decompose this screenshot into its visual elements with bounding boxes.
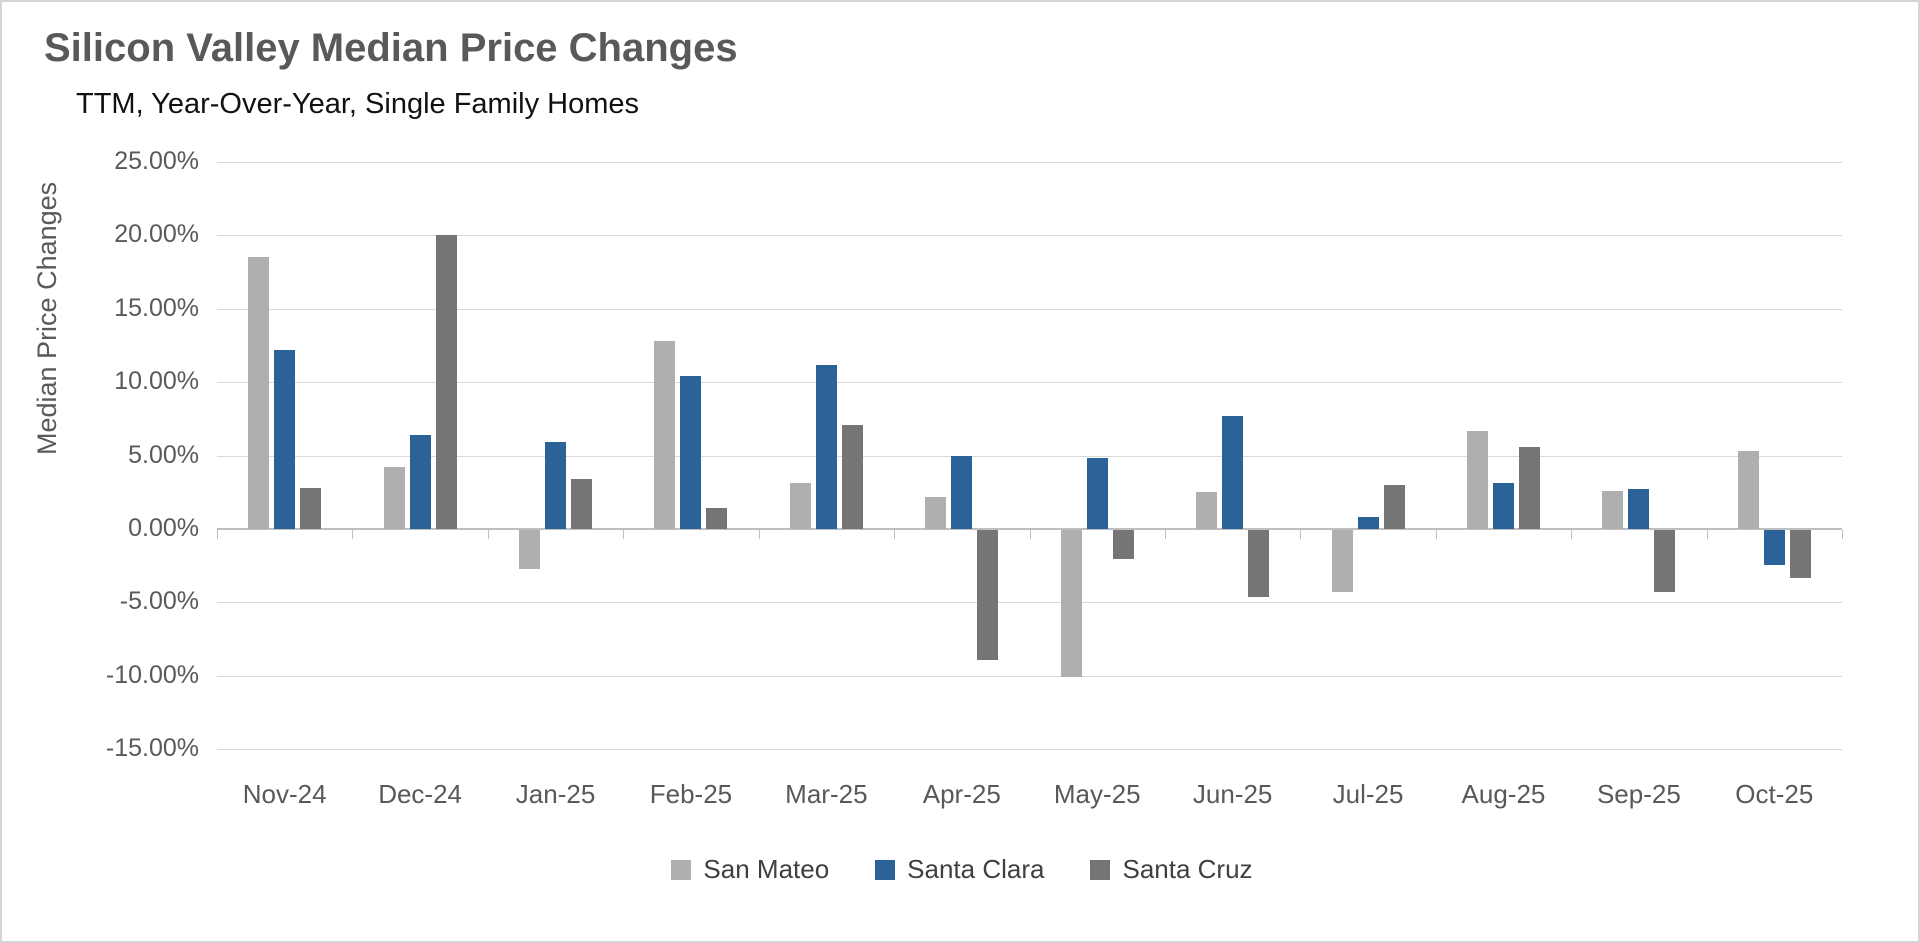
bar-santa-clara-may-25 (1086, 458, 1108, 529)
bar-santa-cruz-mar-25 (841, 424, 863, 529)
y-tick-label: 10.00% (114, 367, 199, 396)
bar-san-mateo-jan-25 (519, 529, 541, 570)
bar-santa-cruz-jan-25 (571, 478, 593, 529)
legend-swatch (1090, 859, 1111, 880)
bar-san-mateo-nov-24 (248, 257, 270, 529)
x-tick-label: Feb-25 (649, 779, 733, 809)
y-tick-label: 15.00% (114, 293, 199, 322)
bar-santa-clara-jun-25 (1222, 415, 1244, 529)
x-tick-label: Jan-25 (515, 779, 596, 809)
gridline (217, 675, 1842, 677)
bar-santa-clara-jan-25 (545, 442, 567, 529)
y-tick-label: -15.00% (105, 734, 199, 762)
gridline (217, 455, 1842, 457)
legend-swatch (671, 859, 692, 880)
bar-san-mateo-may-25 (1060, 529, 1082, 677)
legend: San Mateo Santa Clara Santa Cruz (2, 854, 1918, 885)
y-tick-label: 25.00% (114, 147, 199, 175)
bar-santa-clara-dec-24 (409, 434, 431, 529)
axis-tick (1164, 529, 1166, 539)
legend-label: San Mateo (703, 854, 830, 884)
bar-san-mateo-mar-25 (789, 483, 811, 529)
y-tick-label: 20.00% (114, 220, 199, 249)
y-tick-label: 0.00% (128, 513, 199, 542)
legend-item-santa-cruz: Santa Cruz (1090, 854, 1253, 885)
bar-san-mateo-jul-25 (1331, 529, 1353, 592)
x-tick-label: Jun-25 (1192, 779, 1273, 809)
gridline (217, 235, 1842, 237)
x-axis-line (217, 527, 1842, 530)
y-tick-label: -5.00% (119, 587, 199, 616)
x-tick-label: Apr-25 (922, 779, 1001, 809)
legend-item-santa-clara: Santa Clara (875, 854, 1044, 885)
y-tick-label: 5.00% (128, 440, 199, 469)
x-tick-label: Sep-25 (1596, 779, 1681, 809)
bar-san-mateo-sep-25 (1602, 490, 1624, 529)
chart-title: Silicon Valley Median Price Changes (44, 26, 738, 70)
bar-santa-clara-sep-25 (1628, 489, 1650, 529)
axis-tick (1435, 529, 1437, 539)
y-tick-label: -10.00% (105, 660, 199, 689)
legend-swatch (875, 859, 896, 880)
bar-san-mateo-oct-25 (1737, 451, 1759, 529)
x-tick-label: Aug-25 (1461, 779, 1546, 809)
bar-santa-clara-feb-25 (680, 376, 702, 529)
axis-tick (1706, 529, 1708, 539)
x-tick-label: Oct-25 (1735, 779, 1814, 809)
axis-tick (1300, 529, 1302, 539)
bar-santa-cruz-aug-25 (1518, 446, 1540, 529)
bar-santa-cruz-nov-24 (300, 487, 322, 529)
plot-area: 25.00% 20.00% 15.00% 10.00% 5.00% 0.00% -5.00%… (106, 147, 1843, 809)
bar-santa-clara-mar-25 (815, 364, 837, 529)
gridline (217, 749, 1842, 750)
gridline (217, 162, 1842, 163)
axis-tick (487, 529, 489, 539)
bar-santa-cruz-dec-24 (435, 235, 457, 529)
axis-tick (1571, 529, 1573, 539)
bar-santa-clara-aug-25 (1492, 483, 1514, 529)
bar-santa-cruz-may-25 (1112, 529, 1134, 560)
bar-san-mateo-feb-25 (654, 341, 676, 529)
x-tick-label: May-25 (1053, 779, 1141, 809)
x-tick-label: Dec-24 (378, 779, 463, 809)
bar-santa-cruz-jun-25 (1248, 529, 1270, 598)
bar-san-mateo-jun-25 (1196, 492, 1218, 529)
bar-santa-clara-nov-24 (274, 349, 296, 529)
bar-santa-cruz-feb-25 (706, 508, 728, 529)
axis-tick (217, 529, 218, 539)
x-tick-label: Jul-25 (1332, 779, 1404, 809)
bar-santa-cruz-sep-25 (1654, 529, 1676, 592)
bar-santa-clara-oct-25 (1763, 529, 1785, 566)
gridline (217, 382, 1842, 384)
bar-santa-clara-jul-25 (1357, 517, 1379, 529)
bar-santa-cruz-jul-25 (1383, 484, 1405, 529)
axis-tick (352, 529, 354, 539)
bar-san-mateo-dec-24 (383, 467, 405, 529)
axis-tick (894, 529, 896, 539)
axis-tick (758, 529, 760, 539)
x-tick-label: Mar-25 (785, 779, 868, 809)
x-tick-label: Nov-24 (242, 779, 327, 809)
legend-label: Santa Clara (907, 854, 1045, 884)
gridline (217, 602, 1842, 604)
bar-santa-clara-apr-25 (951, 455, 973, 529)
bar-santa-cruz-oct-25 (1789, 529, 1811, 579)
axis-tick (1842, 529, 1843, 539)
legend-item-san-mateo: San Mateo (671, 854, 829, 885)
legend-label: Santa Cruz (1122, 854, 1253, 884)
axis-tick (1029, 529, 1031, 539)
gridline (217, 308, 1842, 310)
bar-san-mateo-aug-25 (1466, 430, 1488, 529)
bar-san-mateo-apr-25 (925, 496, 947, 529)
axis-tick (623, 529, 625, 539)
bar-santa-cruz-apr-25 (977, 529, 999, 661)
chart-subtitle: TTM, Year-Over-Year, Single Family Homes (76, 88, 640, 120)
